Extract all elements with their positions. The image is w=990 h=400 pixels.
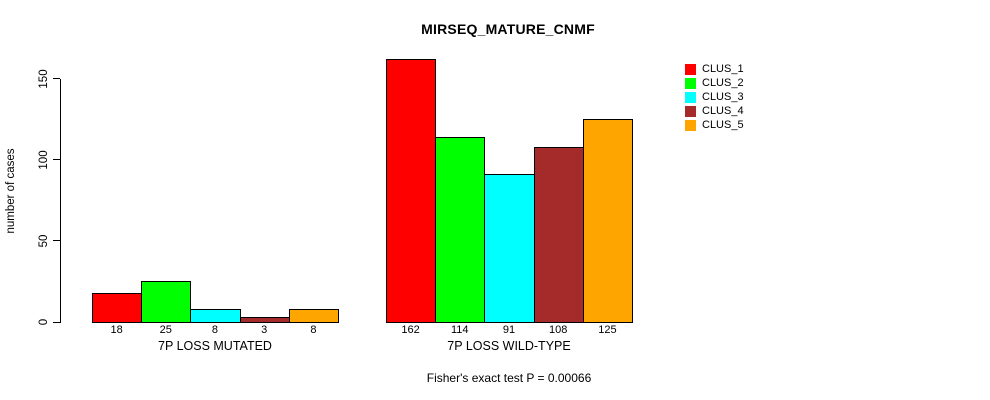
y-axis-tick <box>53 240 60 242</box>
legend-item-clus_3: CLUS_3 <box>685 90 744 104</box>
bar-group2-clus_5 <box>582 119 633 323</box>
fisher-test-note: Fisher's exact test P = 0.00066 <box>426 371 592 385</box>
group-label: 7P LOSS WILD-TYPE <box>447 339 571 353</box>
bar-group2-clus_1 <box>386 59 437 323</box>
chart-title: MIRSEQ_MATURE_CNMF <box>421 21 595 37</box>
legend-label: CLUS_3 <box>702 91 744 103</box>
bar-group2-clus_4 <box>533 146 584 323</box>
bar-value-label: 114 <box>451 324 469 336</box>
legend-label: CLUS_2 <box>702 77 744 89</box>
legend-item-clus_2: CLUS_2 <box>685 76 744 90</box>
y-axis-tick <box>53 159 60 161</box>
y-axis-line <box>60 78 61 323</box>
bar-value-label: 8 <box>211 324 219 336</box>
legend-swatch <box>685 91 696 103</box>
bar-value-label: 125 <box>598 324 617 336</box>
legend-swatch <box>685 105 696 117</box>
legend: CLUS_1 CLUS_2 CLUS_3 CLUS_4 CLUS_5 <box>685 62 744 132</box>
legend-item-clus_4: CLUS_4 <box>685 104 744 118</box>
y-axis-tick-label: 0 <box>38 318 50 326</box>
bar-value-label: 108 <box>549 324 568 336</box>
bar-group2-clus_3 <box>484 174 535 323</box>
y-axis-title: number of cases <box>5 148 17 234</box>
bar-value-label: 25 <box>159 324 172 336</box>
bar-value-label: 8 <box>310 324 317 336</box>
bar-value-label: 91 <box>502 324 516 336</box>
legend-swatch <box>685 77 696 89</box>
y-axis-tick <box>53 78 60 80</box>
y-axis-tick-label: 50 <box>38 234 50 248</box>
bar-group1-clus_3 <box>190 309 241 323</box>
group-label: 7P LOSS MUTATED <box>158 339 272 353</box>
bar-value-label: 18 <box>110 324 123 336</box>
legend-swatch <box>685 63 696 75</box>
legend-item-clus_5: CLUS_5 <box>685 118 744 132</box>
legend-swatch <box>685 119 696 131</box>
legend-item-clus_1: CLUS_1 <box>685 62 744 76</box>
y-axis-tick-label: 100 <box>38 150 50 170</box>
y-axis-tick <box>53 321 60 323</box>
bar-group1-clus_5 <box>288 309 339 323</box>
bar-value-label: 162 <box>401 324 420 336</box>
legend-label: CLUS_5 <box>702 119 744 131</box>
bar-group1-clus_4 <box>239 317 290 323</box>
bar-group1-clus_2 <box>141 281 192 323</box>
legend-label: CLUS_1 <box>702 63 744 75</box>
bar-group2-clus_2 <box>435 136 486 323</box>
bar-value-label: 3 <box>261 324 268 336</box>
y-axis-tick-label: 150 <box>38 68 50 89</box>
legend-label: CLUS_4 <box>702 105 744 117</box>
bar-group1-clus_1 <box>92 292 143 323</box>
